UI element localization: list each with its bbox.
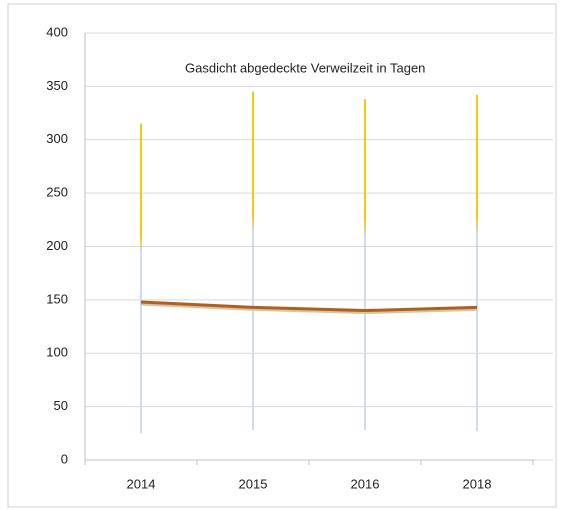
y-tick-label: 0 — [61, 451, 68, 466]
y-tick-label: 250 — [46, 185, 68, 200]
y-tick-label: 150 — [46, 291, 68, 306]
line-shadow — [140, 302, 478, 315]
high-low-line — [252, 91, 254, 431]
y-tick-label: 400 — [46, 24, 68, 39]
high-low-line — [364, 99, 366, 431]
y-tick-label: 50 — [54, 398, 68, 413]
x-tick-label: 2018 — [463, 476, 492, 491]
series-line — [140, 300, 478, 313]
x-tick-label: 2016 — [351, 476, 380, 491]
high-low-line — [476, 94, 478, 432]
chart-title: Gasdicht abgedeckte Verweilzeit in Tagen — [185, 60, 425, 75]
high-low-line — [140, 123, 142, 434]
y-tick-label: 300 — [46, 131, 68, 146]
chart-border — [7, 3, 557, 508]
y-tick-label: 200 — [46, 238, 68, 253]
y-tick-label: 100 — [46, 345, 68, 360]
y-tick-label: 350 — [46, 78, 68, 93]
x-tick-label: 2015 — [239, 476, 268, 491]
x-tick-label: 2014 — [127, 476, 156, 491]
